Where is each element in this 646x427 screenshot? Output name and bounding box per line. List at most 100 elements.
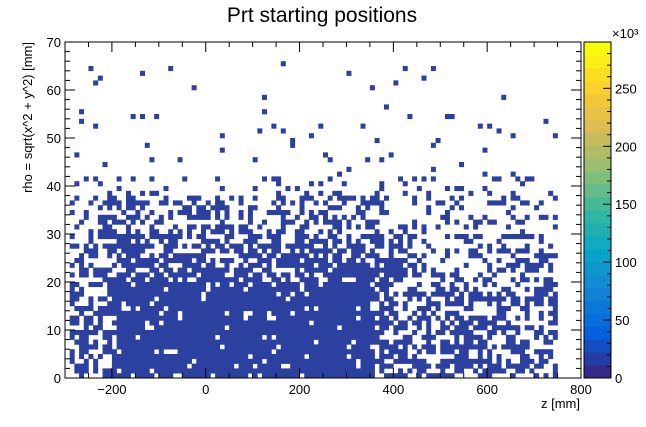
heatmap-bin [201, 234, 207, 240]
heatmap-bin [182, 368, 188, 374]
y-tick-label: 0 [54, 371, 61, 386]
heatmap-bin [510, 195, 516, 201]
heatmap-bin [379, 243, 385, 249]
heatmap-bin [276, 234, 282, 240]
heatmap-bin [280, 253, 286, 259]
heatmap-bin [233, 248, 239, 254]
heatmap-bin [88, 262, 94, 268]
heatmap-bin [247, 234, 253, 240]
heatmap-bin [172, 358, 178, 364]
colorbar-swatch [584, 54, 611, 69]
heatmap-bin [149, 190, 155, 196]
heatmap-bin [168, 363, 174, 369]
heatmap-bin [477, 219, 483, 225]
heatmap-bin [290, 349, 296, 355]
heatmap-bin [172, 330, 178, 336]
heatmap-bin [294, 301, 300, 307]
colorbar-swatch [584, 197, 611, 211]
heatmap-bin [243, 349, 249, 355]
heatmap-bin [299, 349, 305, 355]
heatmap-bin [454, 315, 460, 321]
heatmap-bin [247, 243, 253, 249]
heatmap-bin [355, 334, 361, 340]
heatmap-bin [243, 282, 249, 288]
heatmap-bin [374, 200, 380, 206]
heatmap-bin [135, 363, 141, 369]
heatmap-bin [191, 368, 197, 374]
heatmap-bin [266, 344, 272, 350]
heatmap-bin [182, 310, 188, 316]
heatmap-bin [280, 358, 286, 364]
heatmap-bin [318, 349, 324, 355]
heatmap-bin [285, 243, 291, 249]
heatmap-bin [201, 325, 207, 331]
heatmap-bin [215, 286, 221, 292]
heatmap-bin [290, 200, 296, 206]
heatmap-bin [285, 354, 291, 360]
heatmap-bin [93, 248, 99, 254]
heatmap-bin [243, 344, 249, 350]
heatmap-bin [107, 339, 113, 345]
heatmap-bin [290, 219, 296, 225]
heatmap-bin [252, 325, 258, 331]
heatmap-bin [473, 344, 479, 350]
heatmap-bin [285, 258, 291, 264]
heatmap-bin [463, 363, 469, 369]
heatmap-bin [459, 291, 465, 297]
heatmap-bin [219, 339, 225, 345]
heatmap-bin [337, 262, 343, 268]
heatmap-bin [280, 214, 286, 220]
heatmap-bin [430, 349, 436, 355]
heatmap-bin [454, 358, 460, 364]
heatmap-bin [205, 267, 211, 273]
heatmap-bin [313, 238, 319, 244]
heatmap-bin [219, 186, 225, 192]
heatmap-bin [355, 320, 361, 326]
heatmap-bin [83, 214, 89, 220]
heatmap-bin [102, 234, 108, 240]
heatmap-bin [534, 373, 540, 379]
heatmap-bin [140, 114, 146, 120]
heatmap-bin [318, 123, 324, 129]
heatmap-bin [219, 306, 225, 312]
heatmap-bin [186, 234, 192, 240]
heatmap-bin [247, 296, 253, 302]
heatmap-bin [168, 354, 174, 360]
heatmap-bin [421, 368, 427, 374]
heatmap-bin [524, 277, 530, 283]
heatmap-bin [346, 267, 352, 273]
heatmap-bin [327, 344, 333, 350]
heatmap-bin [125, 253, 131, 259]
heatmap-bin [468, 291, 474, 297]
heatmap-bin [233, 358, 239, 364]
heatmap-bin [454, 339, 460, 345]
heatmap-bin [102, 243, 108, 249]
heatmap-bin [280, 354, 286, 360]
heatmap-bin [168, 214, 174, 220]
heatmap-bin [510, 262, 516, 268]
heatmap-bin [449, 310, 455, 316]
heatmap-bin [318, 368, 324, 374]
heatmap-bin [163, 373, 169, 379]
heatmap-bin [168, 66, 174, 72]
heatmap-bin [285, 325, 291, 331]
heatmap-bin [449, 195, 455, 201]
heatmap-bin [88, 238, 94, 244]
heatmap-bin [487, 200, 493, 206]
heatmap-bin [247, 248, 253, 254]
heatmap-bin [69, 210, 75, 216]
heatmap-bin [290, 354, 296, 360]
heatmap-bin [323, 334, 328, 340]
heatmap-bin [449, 373, 455, 379]
heatmap-bin [332, 219, 338, 225]
heatmap-bin [186, 354, 192, 360]
heatmap-bin [224, 358, 230, 364]
heatmap-bin [548, 349, 554, 355]
heatmap-bin [374, 229, 380, 235]
heatmap-bin [177, 258, 183, 264]
heatmap-bin [346, 296, 352, 302]
heatmap-bin [121, 330, 127, 336]
heatmap-bin [121, 234, 127, 240]
heatmap-bin [426, 363, 432, 369]
heatmap-bin [182, 330, 188, 336]
